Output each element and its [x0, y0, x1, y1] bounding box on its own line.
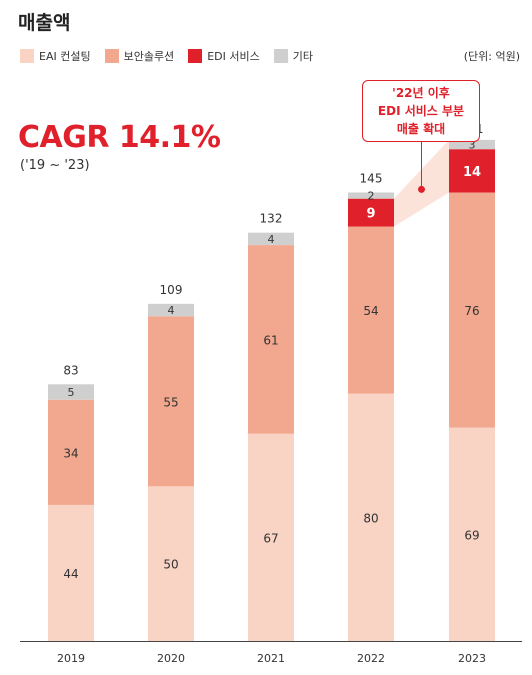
data-label-eai-2021: 67	[263, 531, 278, 545]
x-tick-label-2021: 2021	[257, 652, 285, 665]
legend-swatch-eai	[20, 49, 34, 63]
legend: EAI 컨설팅 보안솔루션 EDI 서비스 기타	[20, 48, 327, 64]
data-label-security-2022: 54	[363, 304, 378, 318]
bar-security-2022	[348, 226, 394, 394]
bar-other-2022	[348, 192, 394, 199]
legend-item-edi: EDI 서비스	[188, 48, 260, 64]
data-label-other-2021: 4	[268, 233, 275, 246]
bar-security-2023	[449, 192, 495, 428]
edi-callout: '22년 이후 EDI 서비스 부분 매출 확대	[362, 80, 480, 142]
data-label-security-2023: 76	[464, 304, 479, 318]
legend-label-security: 보안솔루션	[123, 50, 175, 63]
bar-eai-2020	[148, 486, 194, 641]
bar-security-2019	[48, 399, 94, 505]
cagr-value: CAGR 14.1%	[18, 120, 221, 155]
bar-eai-2021	[248, 433, 294, 641]
legend-item-other: 기타	[273, 48, 313, 64]
data-label-security-2019: 34	[63, 446, 78, 460]
x-tick-label-2023: 2023	[458, 652, 486, 665]
callout-line-3: 매출 확대	[396, 122, 446, 136]
data-label-edi-2023: 14	[463, 165, 481, 180]
chart-title: 매출액	[18, 12, 71, 34]
callout-line-1: '22년 이후	[392, 86, 450, 100]
unit-label: (단위: 억원)	[463, 50, 520, 63]
bar-other-2020	[148, 303, 194, 317]
data-label-edi-2022: 9	[366, 207, 375, 222]
data-label-eai-2023: 69	[464, 528, 479, 542]
bar-edi-2022	[348, 198, 394, 227]
cagr-period: ('19 ~ '23)	[20, 158, 90, 173]
bar-security-2020	[148, 316, 194, 487]
legend-item-security: 보안솔루션	[104, 48, 175, 64]
legend-label-other: 기타	[292, 50, 313, 63]
data-label-other-2020: 4	[168, 304, 175, 317]
data-label-security-2021: 61	[263, 333, 278, 347]
data-label-other-2023: 3	[469, 139, 476, 152]
bar-security-2021	[248, 245, 294, 434]
bar-edi-2023	[449, 149, 495, 193]
callout-line-2: EDI 서비스 부분	[377, 104, 465, 118]
legend-swatch-other	[273, 49, 288, 63]
total-label-2020: 109	[160, 283, 183, 297]
legend-swatch-security	[104, 49, 119, 63]
data-label-other-2022: 2	[368, 190, 375, 203]
bar-other-2019	[48, 384, 94, 400]
bar-eai-2019	[48, 504, 94, 641]
x-tick-label-2019: 2019	[57, 652, 85, 665]
x-tick-label-2020: 2020	[157, 652, 185, 665]
legend-label-eai: EAI 컨설팅	[39, 50, 91, 63]
legend-swatch-edi	[188, 49, 203, 63]
legend-label-edi: EDI 서비스	[207, 50, 260, 63]
bar-eai-2022	[348, 393, 394, 641]
callout-dot	[418, 185, 425, 193]
total-label-2019: 83	[63, 363, 78, 377]
bar-other-2023	[449, 139, 495, 150]
x-tick-label-2022: 2022	[357, 652, 385, 665]
data-label-eai-2019: 44	[63, 567, 78, 581]
legend-item-eai: EAI 컨설팅	[20, 48, 91, 64]
bar-eai-2023	[449, 427, 495, 641]
total-label-2022: 145	[360, 171, 383, 185]
data-label-other-2019: 5	[68, 386, 75, 399]
data-label-eai-2020: 50	[163, 558, 178, 572]
bar-other-2021	[248, 232, 294, 246]
total-label-2021: 132	[260, 212, 283, 226]
data-label-security-2020: 55	[163, 395, 178, 409]
data-label-eai-2022: 80	[363, 511, 378, 525]
